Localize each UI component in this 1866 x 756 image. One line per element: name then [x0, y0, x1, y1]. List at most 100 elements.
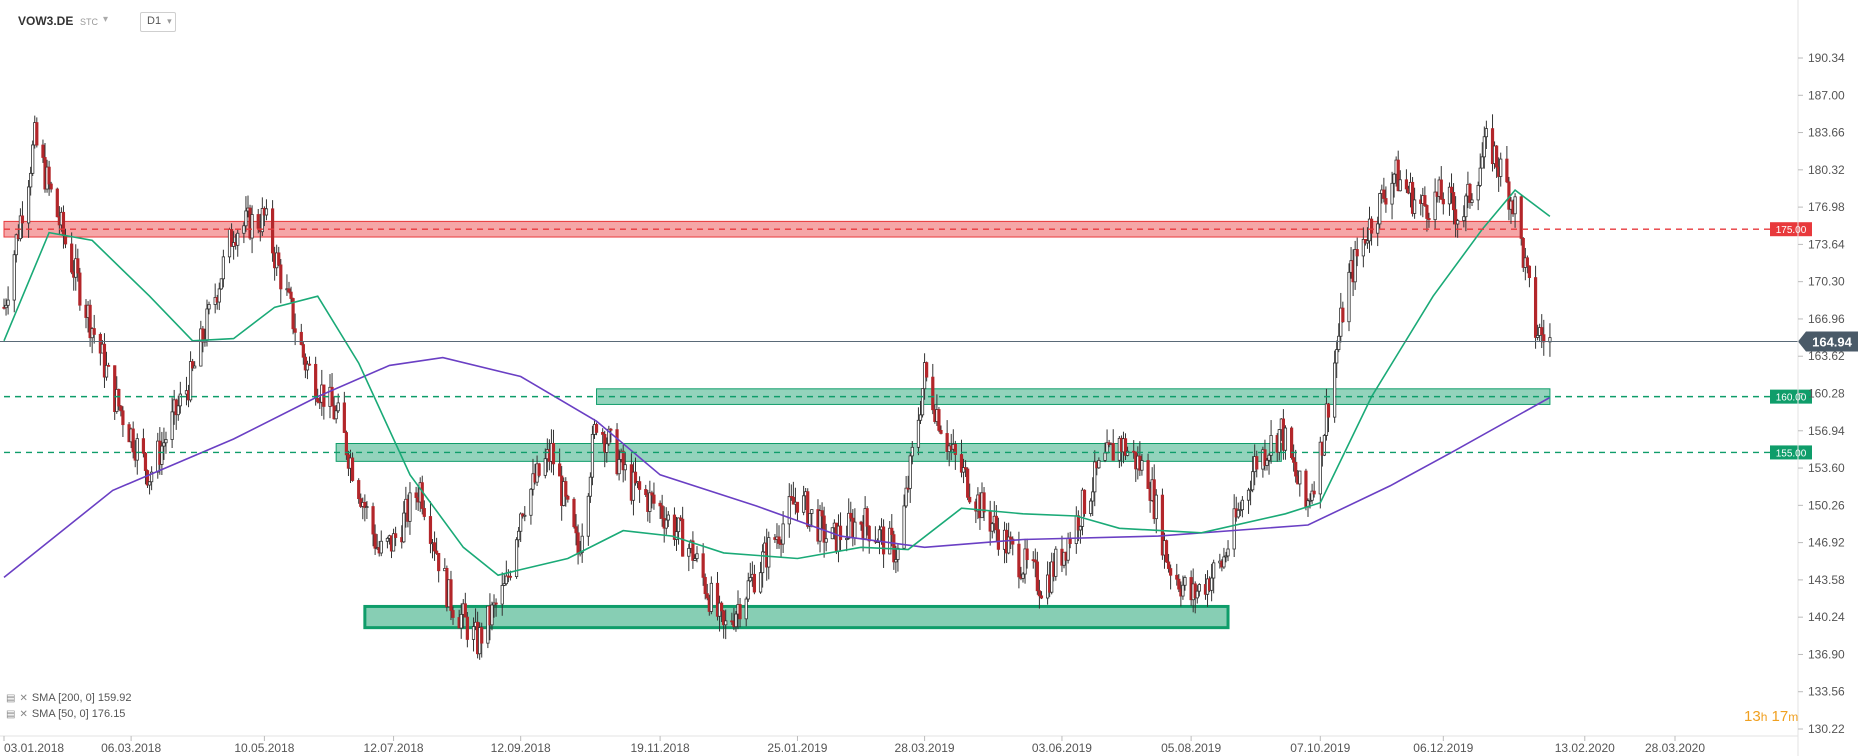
level-label: 160.00	[1776, 393, 1807, 404]
candle-body	[1154, 494, 1158, 520]
timeframe-select[interactable]: D1 ▾	[140, 12, 176, 32]
candle	[590, 425, 595, 486]
candle-body	[1169, 568, 1173, 576]
candle	[1097, 457, 1101, 469]
candle	[537, 462, 541, 478]
candle	[55, 187, 59, 218]
candle	[188, 351, 193, 403]
candle-body	[490, 604, 494, 626]
indicator-settings-icon[interactable]: ▤	[6, 709, 16, 720]
candle-body	[1246, 489, 1251, 501]
candle	[465, 612, 469, 648]
candle	[402, 501, 406, 544]
candle	[1464, 193, 1468, 232]
candle-body	[617, 459, 621, 475]
candle-body	[672, 514, 677, 540]
candle	[270, 200, 275, 262]
candle	[1017, 531, 1021, 589]
candle	[1427, 212, 1431, 228]
candle-body	[162, 442, 166, 447]
candle-body	[18, 215, 23, 240]
candle	[939, 425, 943, 435]
candle	[881, 519, 886, 568]
candle	[117, 388, 121, 411]
candle-body	[1318, 441, 1322, 495]
time-tick-label: 06.03.2018	[101, 741, 161, 755]
candle	[937, 407, 941, 433]
sma-50-label: SMA [50, 0]	[31, 708, 89, 720]
candle	[658, 500, 662, 519]
candle	[1536, 324, 1540, 341]
candle-body	[70, 243, 74, 273]
candle	[968, 483, 972, 504]
candle	[996, 517, 1000, 556]
candle	[160, 431, 164, 475]
candle	[178, 381, 182, 414]
legend-sma-200[interactable]: ▤ ✕ SMA [200, 0] 159.92	[6, 692, 132, 704]
candle-body	[143, 452, 148, 471]
candle-body	[644, 489, 648, 495]
candle	[758, 561, 763, 594]
candle-body	[896, 547, 900, 560]
candle	[1337, 323, 1341, 353]
candle-body	[781, 523, 785, 545]
candle	[1335, 340, 1339, 378]
candle	[679, 515, 683, 522]
candle-body	[176, 405, 180, 416]
candle	[963, 460, 968, 478]
candle	[791, 481, 795, 505]
candle	[514, 537, 519, 579]
timer-minutes: 17	[1771, 708, 1789, 725]
time-tick-label: 13.02.2020	[1555, 741, 1615, 755]
candle-body	[1054, 548, 1058, 577]
candle-body	[316, 398, 320, 403]
candle	[437, 552, 441, 583]
indicator-settings-icon[interactable]: ▤	[6, 693, 16, 704]
candle-body	[1251, 471, 1255, 491]
candle-body	[357, 480, 361, 500]
candle	[529, 488, 533, 525]
candle-body	[437, 552, 441, 572]
candle	[121, 406, 125, 437]
candle-body	[580, 535, 584, 553]
candle-body	[808, 513, 812, 527]
candle-body	[291, 298, 295, 330]
candle-body	[61, 211, 66, 236]
sma-200-line	[3, 356, 1551, 579]
candle	[543, 448, 547, 479]
candle-body	[1263, 449, 1267, 466]
candle	[1023, 538, 1027, 584]
candle-body	[519, 513, 523, 532]
candle-body	[1476, 185, 1480, 201]
candle-body	[113, 365, 117, 412]
candle	[1181, 575, 1185, 600]
timeframe-chevron-icon: ▾	[167, 16, 172, 26]
candle	[31, 140, 35, 177]
candle	[892, 530, 896, 570]
legend-sma-50[interactable]: ▤ ✕ SMA [50, 0] 176.15	[6, 708, 125, 720]
candle-body	[908, 455, 912, 489]
candle	[586, 493, 590, 546]
indicator-remove-icon[interactable]: ✕	[19, 693, 28, 704]
candle	[1423, 186, 1427, 207]
indicator-remove-icon[interactable]: ✕	[19, 709, 28, 720]
support-resistance-zones	[3, 220, 1551, 630]
candle	[605, 437, 609, 463]
candle	[420, 475, 424, 515]
candle	[703, 573, 707, 600]
candle-body	[4, 304, 8, 309]
candle	[617, 449, 621, 481]
candle	[633, 457, 638, 486]
candle	[691, 531, 695, 569]
candle	[1495, 145, 1499, 178]
candle-body	[379, 540, 383, 554]
candle	[279, 258, 283, 304]
candle	[715, 571, 720, 621]
symbol-label[interactable]: VOW3.DE	[18, 14, 74, 28]
candle	[1251, 456, 1255, 493]
symbol-dropdown-icon[interactable]: ▾	[103, 14, 109, 25]
candle-body	[609, 428, 613, 431]
candle-body	[931, 376, 935, 411]
candle	[1140, 453, 1144, 476]
